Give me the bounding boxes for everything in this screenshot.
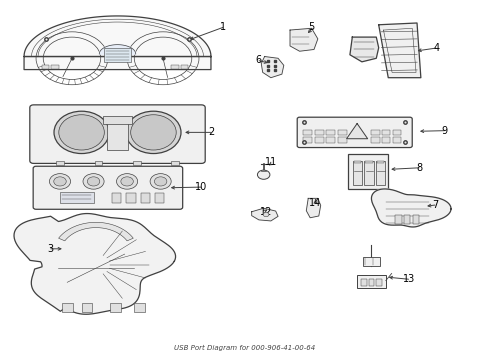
Bar <box>326 130 334 135</box>
Bar <box>360 279 366 286</box>
Text: 7: 7 <box>431 200 437 210</box>
Bar <box>303 130 311 135</box>
Bar <box>392 130 400 135</box>
Circle shape <box>154 177 166 186</box>
Circle shape <box>150 174 171 189</box>
Circle shape <box>49 174 70 189</box>
Bar <box>140 193 150 203</box>
Bar <box>171 161 179 165</box>
Bar <box>171 66 179 69</box>
Bar <box>412 215 418 224</box>
Text: 9: 9 <box>441 126 447 136</box>
Bar <box>381 137 389 143</box>
Bar <box>134 303 144 312</box>
Text: 2: 2 <box>207 127 214 138</box>
Polygon shape <box>59 222 133 241</box>
Bar <box>314 137 323 143</box>
Bar <box>356 275 385 288</box>
Bar <box>362 257 379 266</box>
Circle shape <box>54 177 66 186</box>
Ellipse shape <box>125 111 181 154</box>
Polygon shape <box>24 16 210 69</box>
Text: 12: 12 <box>259 207 272 217</box>
Bar <box>110 303 121 312</box>
Bar <box>94 161 102 165</box>
Bar <box>371 130 379 135</box>
Bar <box>375 161 385 185</box>
Bar <box>365 161 372 163</box>
Bar <box>112 193 121 203</box>
Bar <box>81 303 92 312</box>
Bar <box>392 137 400 143</box>
Polygon shape <box>346 123 367 139</box>
Bar <box>51 66 59 69</box>
Bar <box>368 279 374 286</box>
Polygon shape <box>371 189 450 227</box>
Circle shape <box>87 177 100 186</box>
Circle shape <box>83 174 104 189</box>
Bar <box>347 154 387 189</box>
Polygon shape <box>14 213 175 314</box>
Bar <box>181 66 188 69</box>
Bar <box>103 116 132 123</box>
Text: USB Port Diagram for 000-906-41-00-64: USB Port Diagram for 000-906-41-00-64 <box>174 345 314 351</box>
Polygon shape <box>251 208 278 221</box>
Bar <box>364 161 373 185</box>
Text: 6: 6 <box>255 55 262 65</box>
Bar <box>353 161 361 163</box>
Bar <box>41 66 49 69</box>
FancyBboxPatch shape <box>297 117 411 148</box>
Polygon shape <box>99 45 136 54</box>
Ellipse shape <box>130 115 176 150</box>
Text: 14: 14 <box>309 198 321 208</box>
Polygon shape <box>289 28 317 51</box>
FancyBboxPatch shape <box>30 105 205 163</box>
Text: 5: 5 <box>308 22 314 32</box>
Bar <box>337 130 346 135</box>
Text: 8: 8 <box>415 163 422 173</box>
Text: 4: 4 <box>432 43 438 53</box>
Ellipse shape <box>59 115 104 150</box>
Bar <box>303 137 311 143</box>
Bar <box>133 161 140 165</box>
Polygon shape <box>349 37 378 62</box>
Bar <box>326 137 334 143</box>
Bar <box>352 161 362 185</box>
Text: 10: 10 <box>195 182 207 192</box>
Text: 11: 11 <box>264 157 276 167</box>
Bar <box>56 161 64 165</box>
Bar <box>60 192 93 203</box>
Bar <box>107 118 128 150</box>
FancyBboxPatch shape <box>33 166 183 209</box>
Polygon shape <box>261 57 283 78</box>
Bar <box>314 130 323 135</box>
Ellipse shape <box>54 111 109 154</box>
Bar <box>104 48 131 62</box>
Bar <box>381 130 389 135</box>
Bar <box>155 193 164 203</box>
Circle shape <box>257 170 269 179</box>
Bar <box>337 137 346 143</box>
Bar <box>376 279 381 286</box>
Text: 1: 1 <box>220 22 225 32</box>
Bar <box>62 303 73 312</box>
Text: 13: 13 <box>402 274 414 284</box>
Bar <box>403 215 409 224</box>
Polygon shape <box>305 198 320 218</box>
Text: 3: 3 <box>47 244 53 254</box>
Polygon shape <box>378 23 420 78</box>
Circle shape <box>116 174 137 189</box>
Bar <box>376 161 384 163</box>
Bar <box>395 215 401 224</box>
Bar <box>371 137 379 143</box>
Circle shape <box>121 177 133 186</box>
Circle shape <box>263 212 268 217</box>
Bar <box>126 193 136 203</box>
